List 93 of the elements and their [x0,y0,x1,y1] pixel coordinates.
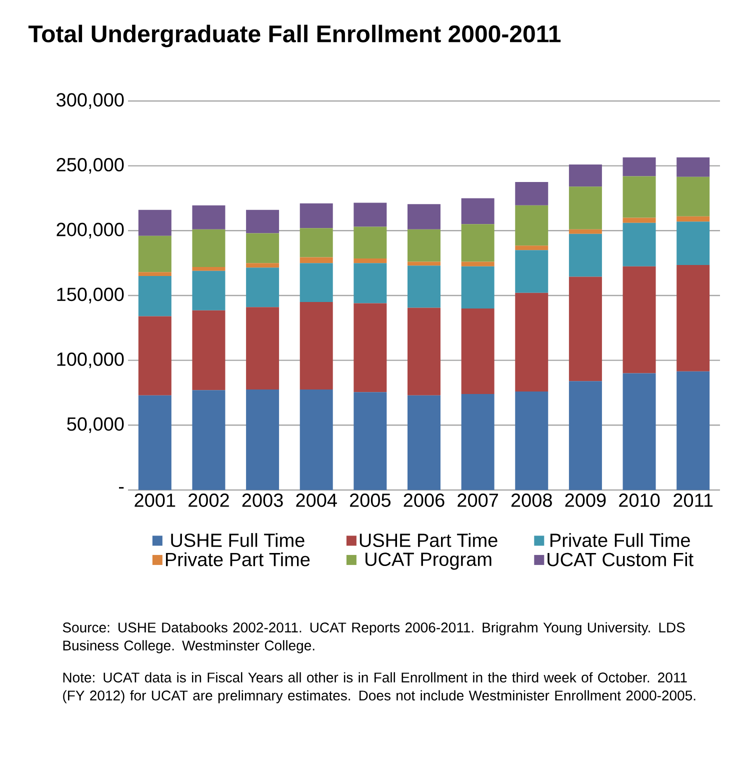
bar [300,228,333,258]
y-tick-label: 250,000 [56,158,124,174]
legend-label: USHE Part Time [360,533,498,548]
bar [300,302,333,390]
bar [138,236,172,272]
x-tick-label: 2007 [458,494,498,507]
bar [676,222,710,266]
bar [622,176,656,218]
bar [622,218,656,223]
x-tick-label: 2005 [350,494,391,507]
y-tick-label: 300,000 [56,93,124,109]
x-tick-label: 2002 [188,494,229,507]
bar [192,390,226,490]
bar [622,157,656,176]
bar [461,224,494,262]
bar [515,205,548,246]
bar [461,308,494,394]
bar [622,373,656,490]
bar [461,262,494,266]
bar [246,210,280,234]
y-tick-label: 200,000 [56,222,124,239]
bar [138,272,172,276]
bar [192,266,226,271]
bar [568,229,602,234]
bar [354,258,387,264]
x-tick-label: 2009 [565,494,606,507]
bar [246,307,280,390]
bar [408,308,440,396]
bar [676,157,710,177]
bar [192,229,226,267]
bar [461,198,494,224]
bar [676,216,710,222]
x-tick-label: 2003 [242,494,283,507]
x-tick-label: 2004 [296,494,337,507]
bar [568,381,602,490]
bar [515,182,548,206]
bar [515,250,548,293]
bar [300,203,333,228]
bar [408,229,440,262]
bar [408,266,440,308]
bar [408,395,440,490]
bar [408,204,440,230]
bar [138,276,172,316]
bar [354,303,387,392]
bar [300,263,333,302]
bar [622,222,656,266]
x-tick-label: 2008 [511,494,552,507]
text: Note: UCAT data is in Fiscal Years all other is in Fall Enrollment in the third week of October. 2011 (FY 2012) for UCAT are prelimnary estimates. Does not include Westminister Enrollment 2000-2005. [63,672,696,704]
bar [138,395,172,490]
bar [568,186,602,230]
bar [246,233,280,264]
y-tick-label: 100,000 [57,352,124,368]
chart-title: Total Undergraduate Fall Enrollment 2000-2011 [28,24,561,48]
bar [461,394,494,490]
x-tick-label: 2006 [404,494,444,507]
bar [622,266,656,374]
x-tick-label: 2010 [619,494,660,507]
bar [408,262,440,266]
bar [192,270,226,310]
bar [676,265,710,372]
bar [246,263,280,268]
bar [354,263,387,304]
bar [568,234,602,277]
bar [300,390,333,490]
bar [138,210,172,236]
bar [246,268,280,308]
legend-label: UCAT Program [366,552,492,570]
legend-label: UCAT Custom Fit [548,552,694,566]
bar [192,310,226,390]
x-tick-label: 2011 [674,494,713,507]
bar [354,202,387,227]
bar [515,292,548,392]
bar [515,391,548,490]
bar [246,390,280,490]
bar [461,266,494,308]
legend-label: Private Full Time [550,533,690,548]
source-note: Source: USHE Databooks 2002-2011. UCAT Reports 2006-2011. Brigrahm Young University. LDS Business College. Westminster College. [62,622,685,654]
x-tick-label: 2001 [134,494,176,507]
legend-label: Private Part Time [166,552,310,566]
bar [515,246,548,250]
bar [676,371,710,490]
bar [676,176,710,216]
bar [354,226,387,259]
y-tick-label: - [118,487,124,489]
bar [138,316,172,396]
bar [568,276,602,382]
bar [300,257,333,264]
legend-label: USHE Full Time [171,533,304,548]
y-tick-label: 50,000 [67,417,124,434]
y-tick-label: 150,000 [57,288,124,304]
bar [192,205,226,230]
bar [354,392,387,490]
bar [568,164,602,187]
